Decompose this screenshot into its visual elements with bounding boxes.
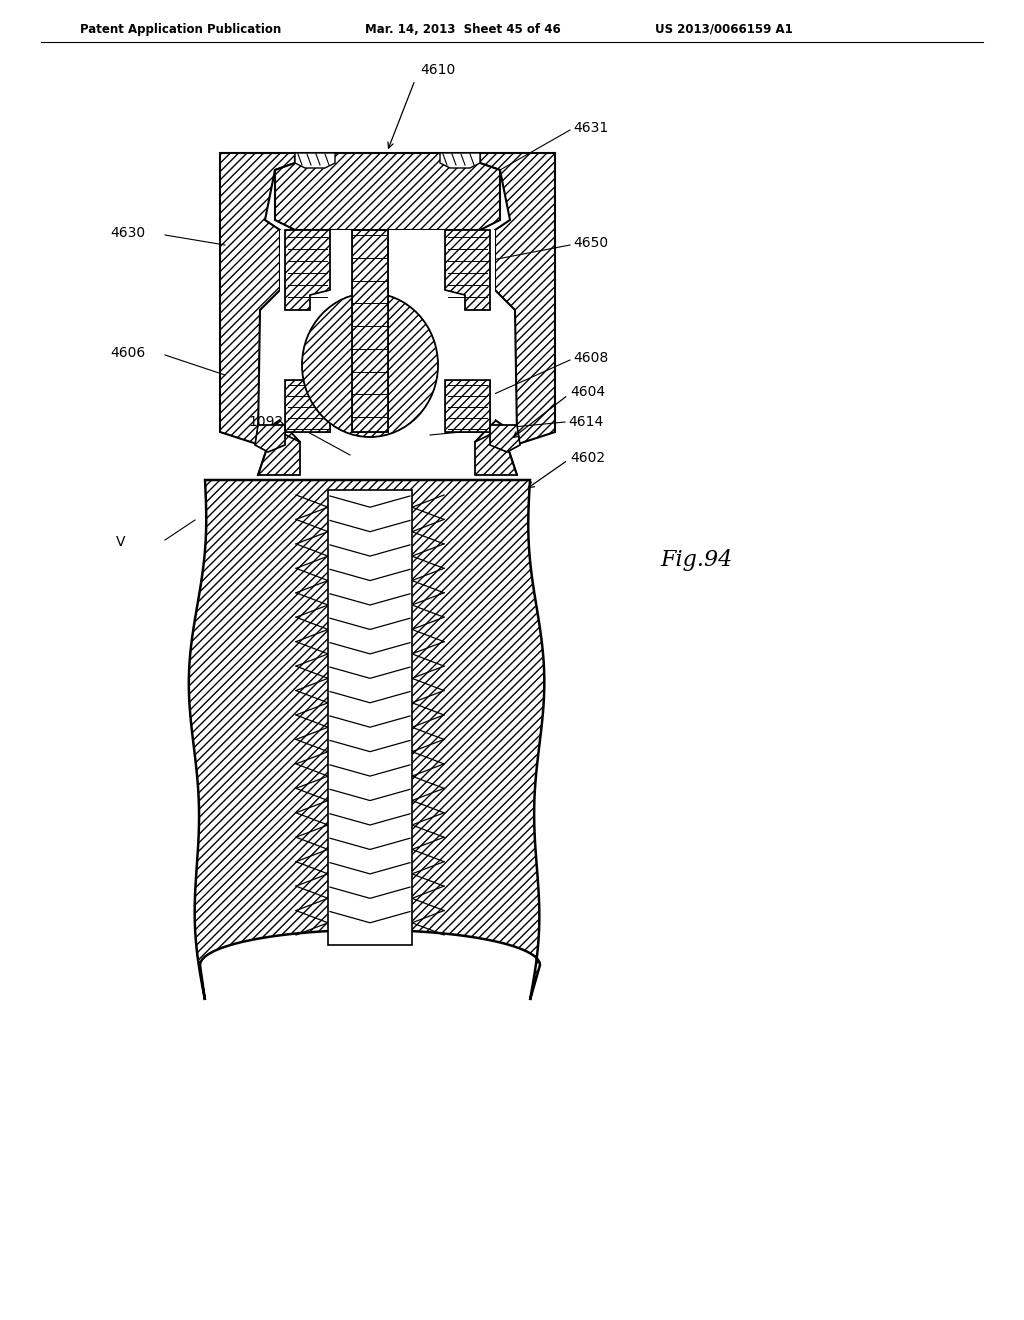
Polygon shape [280,230,495,440]
Polygon shape [475,432,517,475]
Text: Patent Application Publication: Patent Application Publication [80,22,282,36]
Polygon shape [258,432,300,475]
Ellipse shape [302,293,438,437]
Text: 4606: 4606 [110,346,145,360]
Text: 4631: 4631 [573,121,608,135]
Polygon shape [490,425,520,451]
Polygon shape [445,380,490,432]
Text: Mar. 14, 2013  Sheet 45 of 46: Mar. 14, 2013 Sheet 45 of 46 [365,22,561,36]
Polygon shape [295,153,335,168]
Text: 4608: 4608 [573,351,608,366]
Text: 4614: 4614 [568,414,603,429]
Text: 4630: 4630 [110,226,145,240]
Text: 4650: 4650 [573,236,608,249]
Text: 4602: 4602 [570,451,605,465]
Polygon shape [275,153,500,230]
Text: 4604: 4604 [570,385,605,399]
Text: Fig.94: Fig.94 [660,549,732,572]
Text: 1092: 1092 [248,414,284,429]
Text: US 2013/0066159 A1: US 2013/0066159 A1 [655,22,793,36]
Polygon shape [285,380,330,432]
Polygon shape [445,230,490,310]
Polygon shape [440,153,480,168]
Polygon shape [285,230,330,310]
Polygon shape [220,153,300,455]
Polygon shape [255,425,285,451]
Polygon shape [352,230,388,432]
Polygon shape [475,153,555,455]
Text: V: V [116,535,125,549]
Polygon shape [328,490,412,945]
Text: 4610: 4610 [420,63,456,77]
Polygon shape [188,480,545,1001]
